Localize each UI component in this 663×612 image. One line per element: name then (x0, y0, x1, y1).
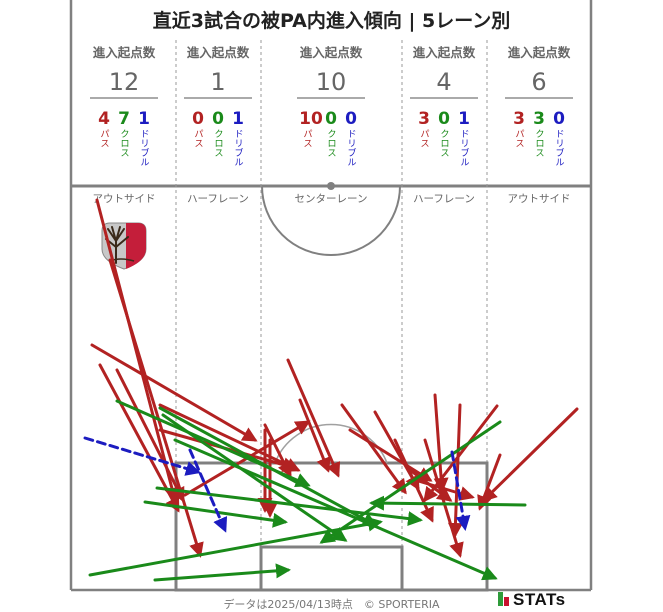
lane-cross-count: 3 (533, 109, 545, 129)
lane-dribble-label: ドリブル (555, 130, 564, 169)
dribble-arrow (188, 448, 228, 533)
lane-header-label: 進入起点数 (187, 45, 250, 60)
lane-pass-label: パス (303, 129, 312, 150)
cross-arrow (155, 486, 423, 526)
lane-total: 6 (531, 68, 546, 96)
lane-total: 12 (109, 68, 140, 96)
lane-dribble-label: ドリブル (140, 130, 149, 169)
cross-arrow (143, 500, 288, 528)
pass-arrow (286, 358, 341, 478)
lane-cross-label: クロス (120, 129, 129, 159)
dribble-arrow (450, 450, 471, 531)
lane-pass-label: パス (420, 129, 429, 150)
pass-arrow (348, 428, 433, 482)
cross-arrow (153, 563, 291, 582)
chart-title: 直近3試合の被PA内進入傾向 | 5レーン別 (152, 10, 511, 32)
lane-header-label: 進入起点数 (508, 45, 571, 60)
pass-arrow (340, 403, 407, 495)
pass-arrow (423, 438, 464, 558)
pass-arrow (447, 403, 463, 538)
pass-arrow (263, 423, 292, 478)
pass-arrow (408, 468, 453, 502)
lane-dribble-count: 1 (138, 109, 150, 129)
cross-arrow (161, 413, 348, 542)
pass-arrow (481, 407, 579, 503)
goal-area (259, 545, 404, 592)
footer-note: データは2025/04/13時点 © SPORTERIA (223, 598, 440, 611)
pass-arrow (477, 453, 502, 511)
pass-arrow (98, 363, 180, 513)
lane-pass-count: 4 (98, 109, 110, 129)
lane-pass-count: 3 (513, 109, 525, 129)
lane-name: ハーフレーン (413, 193, 475, 205)
lane-name: アウトサイド (508, 193, 571, 205)
center-spot (327, 182, 335, 190)
pass-arrow (115, 368, 185, 503)
pass-arrow (423, 404, 499, 503)
pass-arrow (433, 393, 449, 493)
brand-mark-icon (498, 592, 503, 606)
cross-arrow (369, 495, 527, 511)
lane-name: センターレーン (295, 193, 368, 205)
lane-total: 10 (316, 68, 347, 96)
lane-cross-count: 0 (212, 109, 224, 129)
lane-cross-label: クロス (440, 129, 449, 159)
lane-pass-label: パス (515, 129, 524, 150)
lane-name: アウトサイド (93, 193, 156, 205)
lane-pass-label: パス (194, 129, 203, 150)
pass-arrow (108, 258, 204, 558)
lane-cross-count: 7 (118, 109, 130, 129)
lane-total: 4 (436, 68, 451, 96)
lane-pass-count: 0 (192, 109, 204, 129)
lane-header-label: 進入起点数 (300, 45, 363, 60)
lane-pass-label: パス (100, 129, 109, 150)
lane-names: アウトサイド ハーフレーン センターレーン ハーフレーン アウトサイド (93, 193, 571, 205)
lane-cross-label: クロス (214, 129, 223, 159)
lane-stats: 進入起点数124パス7クロス1ドリブル進入起点数10パス0クロス1ドリブル進入起… (90, 45, 573, 169)
brand-mark-icon (504, 597, 509, 606)
center-circle (261, 185, 401, 256)
lane-dribble-label: ドリブル (460, 130, 469, 169)
pass-arrow (158, 403, 301, 472)
lane-dribble-label: ドリブル (234, 130, 243, 169)
brand-text: STATs (513, 590, 566, 609)
pass-arrow (90, 343, 258, 442)
stats-brand-logo: STATs (498, 590, 566, 610)
lane-name: ハーフレーン (187, 193, 249, 205)
entry-arrows (83, 198, 579, 582)
lane-cross-count: 0 (438, 109, 450, 129)
lane-header-label: 進入起点数 (413, 45, 476, 60)
lane-dribble-count: 1 (458, 109, 470, 129)
cross-arrow (158, 406, 378, 527)
pass-arrow (298, 398, 331, 473)
lane-cross-count: 0 (325, 109, 337, 129)
lane-cross-label: クロス (327, 129, 336, 159)
lane-dribble-count: 1 (232, 109, 244, 129)
lane-pass-count: 10 (299, 109, 323, 129)
cross-arrow (319, 420, 502, 544)
lane-cross-label: クロス (535, 129, 544, 159)
lane-pass-count: 3 (418, 109, 430, 129)
lane-dribble-count: 0 (553, 109, 565, 129)
lane-total: 1 (210, 68, 225, 96)
lane-dribble-label: ドリブル (347, 130, 356, 169)
lane-header-label: 進入起点数 (93, 45, 156, 60)
lane-dribble-count: 0 (345, 109, 357, 129)
dribble-arrow (83, 436, 201, 476)
